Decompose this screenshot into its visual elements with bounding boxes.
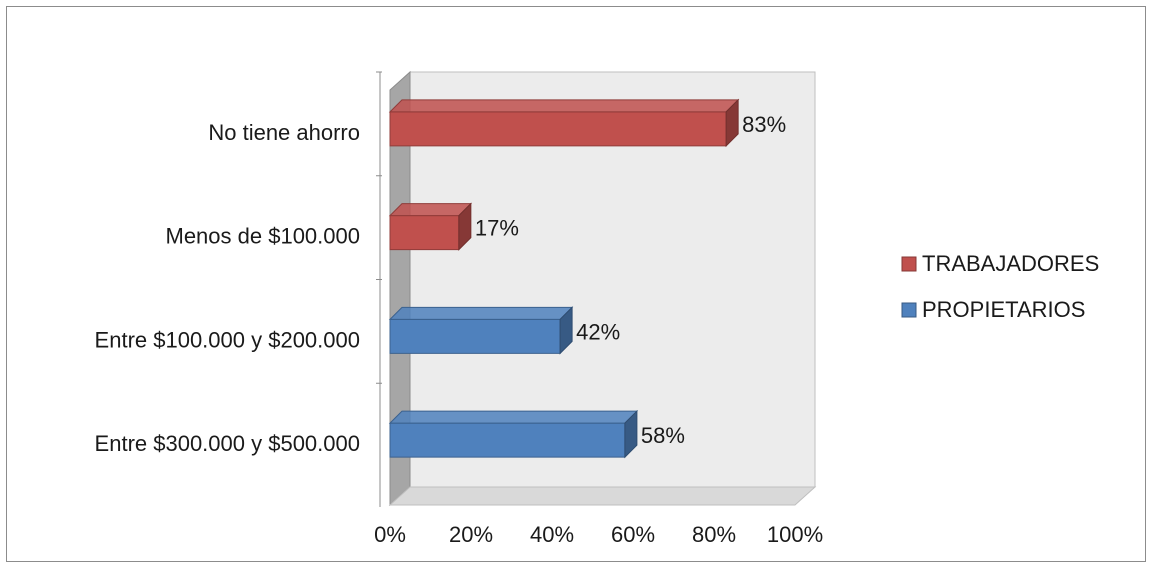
data-label: 58% — [641, 423, 685, 448]
bar-top-face — [388, 203, 473, 217]
legend-label: TRABAJADORES — [922, 251, 1099, 276]
category-label: Entre $100.000 y $200.000 — [95, 327, 360, 352]
legend-swatch — [901, 256, 917, 272]
data-label: 83% — [742, 112, 786, 137]
x-tick-label: 40% — [530, 522, 574, 547]
bar — [389, 215, 460, 251]
category-label: No tiene ahorro — [208, 120, 360, 145]
x-tick-label: 80% — [692, 522, 736, 547]
bar — [389, 111, 727, 147]
legend-swatch — [901, 302, 917, 318]
x-tick-label: 60% — [611, 522, 655, 547]
x-tick-label: 100% — [767, 522, 823, 547]
bar-end-face — [725, 98, 739, 148]
x-tick-label: 0% — [374, 522, 406, 547]
bar-top-face — [388, 410, 639, 424]
bar-top-face — [388, 99, 740, 113]
chart-frame — [6, 6, 1146, 562]
bar — [389, 318, 561, 354]
bar — [389, 422, 626, 458]
category-label: Entre $300.000 y $500.000 — [95, 431, 360, 456]
bar-end-face — [559, 306, 573, 355]
category-label: Menos de $100.000 — [166, 224, 361, 249]
bar-end-face — [624, 409, 638, 459]
data-label: 17% — [475, 216, 519, 241]
data-label: 42% — [576, 319, 620, 344]
x-tick-label: 20% — [449, 522, 493, 547]
legend-label: PROPIETARIOS — [922, 297, 1085, 322]
chart-floor — [388, 486, 817, 506]
bar-top-face — [388, 306, 574, 320]
bar-end-face — [458, 202, 472, 251]
